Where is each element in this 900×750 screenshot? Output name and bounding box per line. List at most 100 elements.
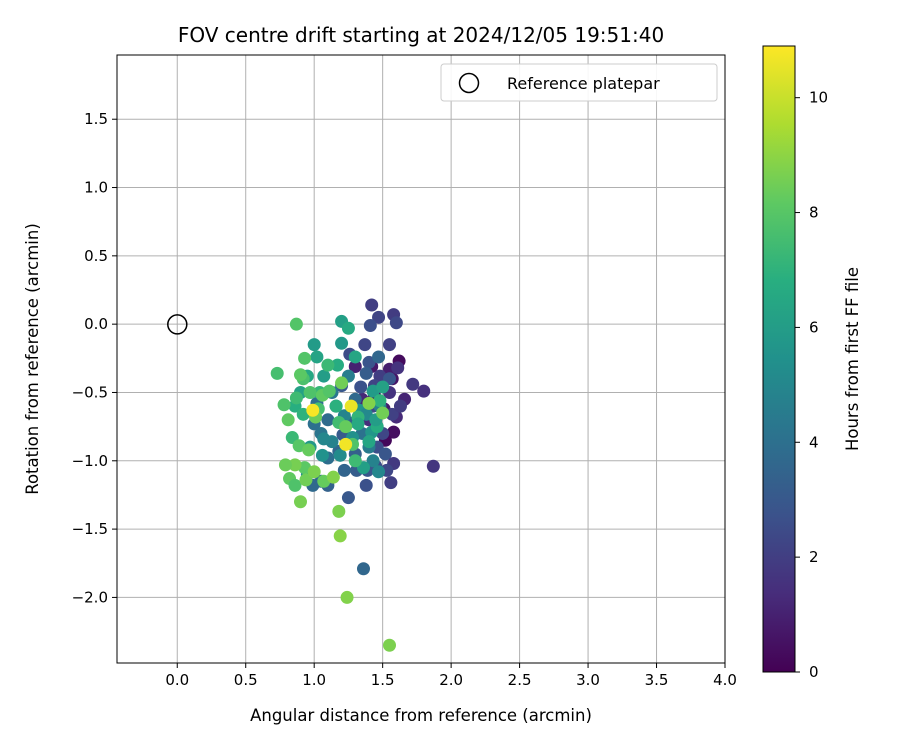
data-point: [372, 465, 386, 479]
data-point: [289, 391, 303, 405]
data-point: [277, 398, 291, 412]
data-point: [288, 458, 302, 472]
data-point: [288, 478, 302, 492]
data-point: [333, 448, 347, 462]
x-tick-label: 3.5: [645, 671, 669, 689]
plot-frame: [116, 54, 726, 664]
colorbar-ticks: 0 2 4 6 8 10: [795, 89, 828, 681]
chart-title: FOV centre drift starting at 2024/12/05 …: [178, 23, 664, 47]
data-point: [426, 459, 440, 473]
data-point: [393, 399, 407, 413]
data-point: [332, 504, 346, 518]
data-point: [289, 317, 303, 331]
data-point: [383, 338, 397, 352]
data-point: [341, 491, 355, 505]
data-point: [303, 385, 317, 399]
data-point: [365, 298, 379, 312]
data-point: [348, 350, 362, 364]
data-point: [321, 358, 335, 372]
x-tick-label: 3.0: [576, 671, 600, 689]
colorbar-tick-label: 2: [809, 548, 819, 566]
data-point: [321, 413, 335, 427]
data-point: [330, 358, 344, 372]
data-point: [299, 473, 313, 487]
data-point: [378, 447, 392, 461]
data-point: [344, 399, 358, 413]
x-tick-label: 1.5: [371, 671, 395, 689]
x-tick-label: 0.0: [165, 671, 189, 689]
x-tick-label: 1.0: [302, 671, 326, 689]
y-tick-label: −2.0: [72, 588, 108, 606]
legend-marker-icon: [458, 72, 480, 94]
grid: [117, 55, 726, 663]
legend-label-reference-platepar: Reference platepar: [507, 74, 660, 93]
data-point: [406, 377, 420, 391]
y-axis-ticks: 1.5 1.0 0.5 0.0 −0.5 −1.0 −1.5 −2.0: [72, 110, 117, 606]
colorbar-tick-label: 8: [809, 204, 819, 222]
x-tick-label: 2.0: [439, 671, 463, 689]
data-point: [354, 380, 368, 394]
data-point: [339, 437, 353, 451]
data-point: [307, 465, 321, 479]
data-point: [372, 310, 386, 324]
data-point: [359, 366, 373, 380]
data-point: [348, 360, 362, 374]
data-point: [335, 336, 349, 350]
data-point: [293, 368, 307, 382]
scatter-points: [270, 298, 440, 652]
data-point: [329, 399, 343, 413]
data-point: [366, 454, 380, 468]
y-tick-label: −0.5: [72, 383, 108, 401]
data-point: [281, 413, 295, 427]
data-point: [317, 369, 331, 383]
data-point: [306, 403, 320, 417]
data-point: [340, 590, 354, 604]
data-point: [376, 406, 390, 420]
y-axis-label: Rotation from reference (arcmin): [23, 223, 42, 495]
y-tick-label: 1.0: [84, 179, 108, 197]
colorbar-tick-label: 6: [809, 318, 819, 336]
y-tick-label: 1.5: [84, 110, 108, 128]
colorbar: 0 2 4 6 8 10 Hours from first FF file: [762, 45, 862, 681]
legend-box: [440, 63, 718, 102]
data-point: [417, 384, 431, 398]
reference-platepar-marker: [167, 314, 188, 335]
data-point: [293, 495, 307, 509]
data-point: [356, 562, 370, 576]
x-tick-label: 0.5: [234, 671, 258, 689]
data-point: [278, 458, 292, 472]
legend: Reference platepar: [440, 63, 718, 102]
data-point: [339, 420, 353, 434]
data-point: [333, 529, 347, 543]
data-point: [372, 350, 386, 364]
data-point: [351, 417, 365, 431]
data-point: [391, 361, 405, 375]
data-point: [358, 338, 372, 352]
data-point: [310, 350, 324, 364]
y-tick-label: 0.5: [84, 247, 108, 265]
data-point: [384, 476, 398, 490]
colorbar-gradient: [762, 45, 796, 673]
data-point: [335, 376, 349, 390]
colorbar-tick-label: 10: [809, 89, 828, 107]
data-point: [302, 443, 316, 457]
data-point: [317, 432, 331, 446]
data-point: [298, 351, 312, 365]
data-point: [362, 435, 376, 449]
data-point: [383, 638, 397, 652]
data-point: [359, 478, 373, 492]
data-point: [389, 316, 403, 330]
data-point: [337, 463, 351, 477]
data-point: [326, 470, 340, 484]
data-point: [307, 338, 321, 352]
data-point: [315, 448, 329, 462]
data-point: [362, 396, 376, 410]
y-tick-label: −1.5: [72, 520, 108, 538]
data-point: [362, 355, 376, 369]
y-tick-label: −1.0: [72, 452, 108, 470]
data-point: [373, 394, 387, 408]
data-point: [341, 321, 355, 335]
data-point: [385, 407, 399, 421]
colorbar-tick-label: 0: [809, 663, 819, 681]
